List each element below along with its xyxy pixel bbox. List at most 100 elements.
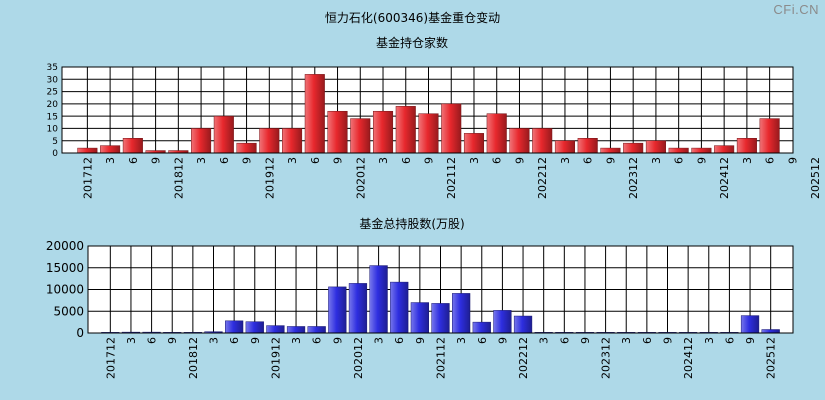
x-tick-label: 3	[208, 337, 221, 344]
x-tick-label: 202412	[718, 157, 731, 199]
chart-title: 基金持仓家数	[376, 35, 448, 50]
x-tick-label: 9	[241, 157, 254, 164]
x-tick-label: 6	[311, 337, 324, 344]
bar	[486, 113, 507, 154]
bar	[122, 138, 143, 154]
x-tick-label: 9	[662, 337, 675, 344]
bar	[369, 265, 388, 334]
bar	[472, 321, 491, 334]
bar	[77, 147, 98, 154]
watermark-logo: CFi.CN	[773, 2, 819, 17]
x-tick-label: 3	[125, 337, 138, 344]
bar	[304, 74, 325, 154]
x-tick-label: 3	[104, 157, 117, 164]
x-tick-label: 3	[538, 337, 551, 344]
bar	[554, 140, 575, 154]
x-tick-label: 6	[673, 157, 686, 164]
x-tick-label: 6	[127, 157, 140, 164]
bar	[761, 329, 780, 334]
x-tick-label: 9	[331, 337, 344, 344]
bar	[463, 133, 485, 154]
bar	[600, 147, 621, 154]
y-tick-label: 30	[47, 75, 59, 85]
x-tick-label: 201712	[104, 337, 117, 379]
bar	[645, 140, 666, 154]
bar	[410, 302, 429, 334]
x-tick-label: 6	[491, 157, 504, 164]
x-tick-label: 201712	[81, 157, 94, 199]
bar	[452, 293, 471, 334]
x-tick-label: 9	[423, 157, 436, 164]
x-tick-label: 6	[558, 337, 571, 344]
x-tick-label: 6	[218, 157, 231, 164]
bar	[348, 283, 368, 334]
bar	[532, 128, 553, 154]
x-tick-label: 9	[166, 337, 179, 344]
bar	[100, 145, 121, 154]
bar	[259, 128, 280, 154]
x-tick-label: 9	[513, 157, 526, 164]
x-tick-label: 3	[650, 157, 663, 164]
bar	[668, 147, 689, 154]
x-tick-label: 9	[579, 337, 592, 344]
x-tick-label: 6	[400, 157, 413, 164]
x-tick-label: 202012	[354, 157, 367, 199]
bar	[740, 315, 760, 334]
x-tick-label: 6	[582, 157, 595, 164]
x-tick-label: 3	[290, 337, 303, 344]
chart-title: 基金总持股数(万股)	[359, 216, 464, 231]
bar	[509, 128, 530, 154]
bar	[441, 103, 462, 154]
y-tick-label: 0	[76, 326, 84, 340]
x-tick-label: 202312	[600, 337, 613, 379]
bar	[431, 303, 450, 334]
y-tick-label: 20000	[46, 239, 84, 253]
bar	[736, 138, 757, 154]
y-tick-label: 0	[52, 149, 58, 159]
x-tick-label: 9	[249, 337, 262, 344]
bar	[328, 286, 347, 334]
y-tick-label: 10	[47, 125, 59, 135]
y-tick-label: 25	[47, 88, 58, 98]
x-tick-label: 3	[286, 157, 299, 164]
bar	[759, 118, 780, 154]
x-tick-label: 202012	[352, 337, 365, 379]
bar	[266, 325, 285, 334]
x-tick-label: 9	[496, 337, 509, 344]
x-tick-label: 3	[373, 337, 386, 344]
bar	[282, 128, 303, 154]
x-tick-label: 201912	[263, 157, 276, 199]
x-tick-label: 201812	[172, 157, 185, 199]
x-tick-label: 202112	[435, 337, 448, 379]
x-tick-label: 6	[723, 337, 736, 344]
x-tick-label: 9	[695, 157, 708, 164]
bar	[225, 320, 244, 334]
x-tick-label: 202212	[536, 157, 549, 199]
bar	[395, 106, 416, 154]
x-tick-label: 6	[641, 337, 654, 344]
plot-frame	[61, 66, 794, 154]
bar	[577, 138, 598, 154]
y-tick-label: 35	[47, 63, 58, 73]
x-tick-label: 202112	[445, 157, 458, 199]
x-tick-label: 201812	[187, 337, 200, 379]
bar	[390, 281, 409, 334]
bar	[236, 142, 257, 154]
bar	[327, 110, 348, 154]
x-tick-label: 202212	[517, 337, 530, 379]
bar	[493, 310, 512, 334]
x-tick-label: 3	[377, 157, 390, 164]
x-tick-label: 6	[393, 337, 406, 344]
y-tick-label: 5	[52, 137, 58, 147]
bar	[691, 147, 712, 154]
x-tick-label: 9	[744, 337, 757, 344]
x-tick-label: 3	[195, 157, 208, 164]
bar	[714, 145, 735, 154]
x-tick-label: 3	[741, 157, 754, 164]
bar	[418, 113, 439, 154]
x-tick-label: 6	[146, 337, 159, 344]
bar	[623, 142, 644, 154]
bar	[191, 128, 212, 154]
x-tick-label: 3	[703, 337, 716, 344]
